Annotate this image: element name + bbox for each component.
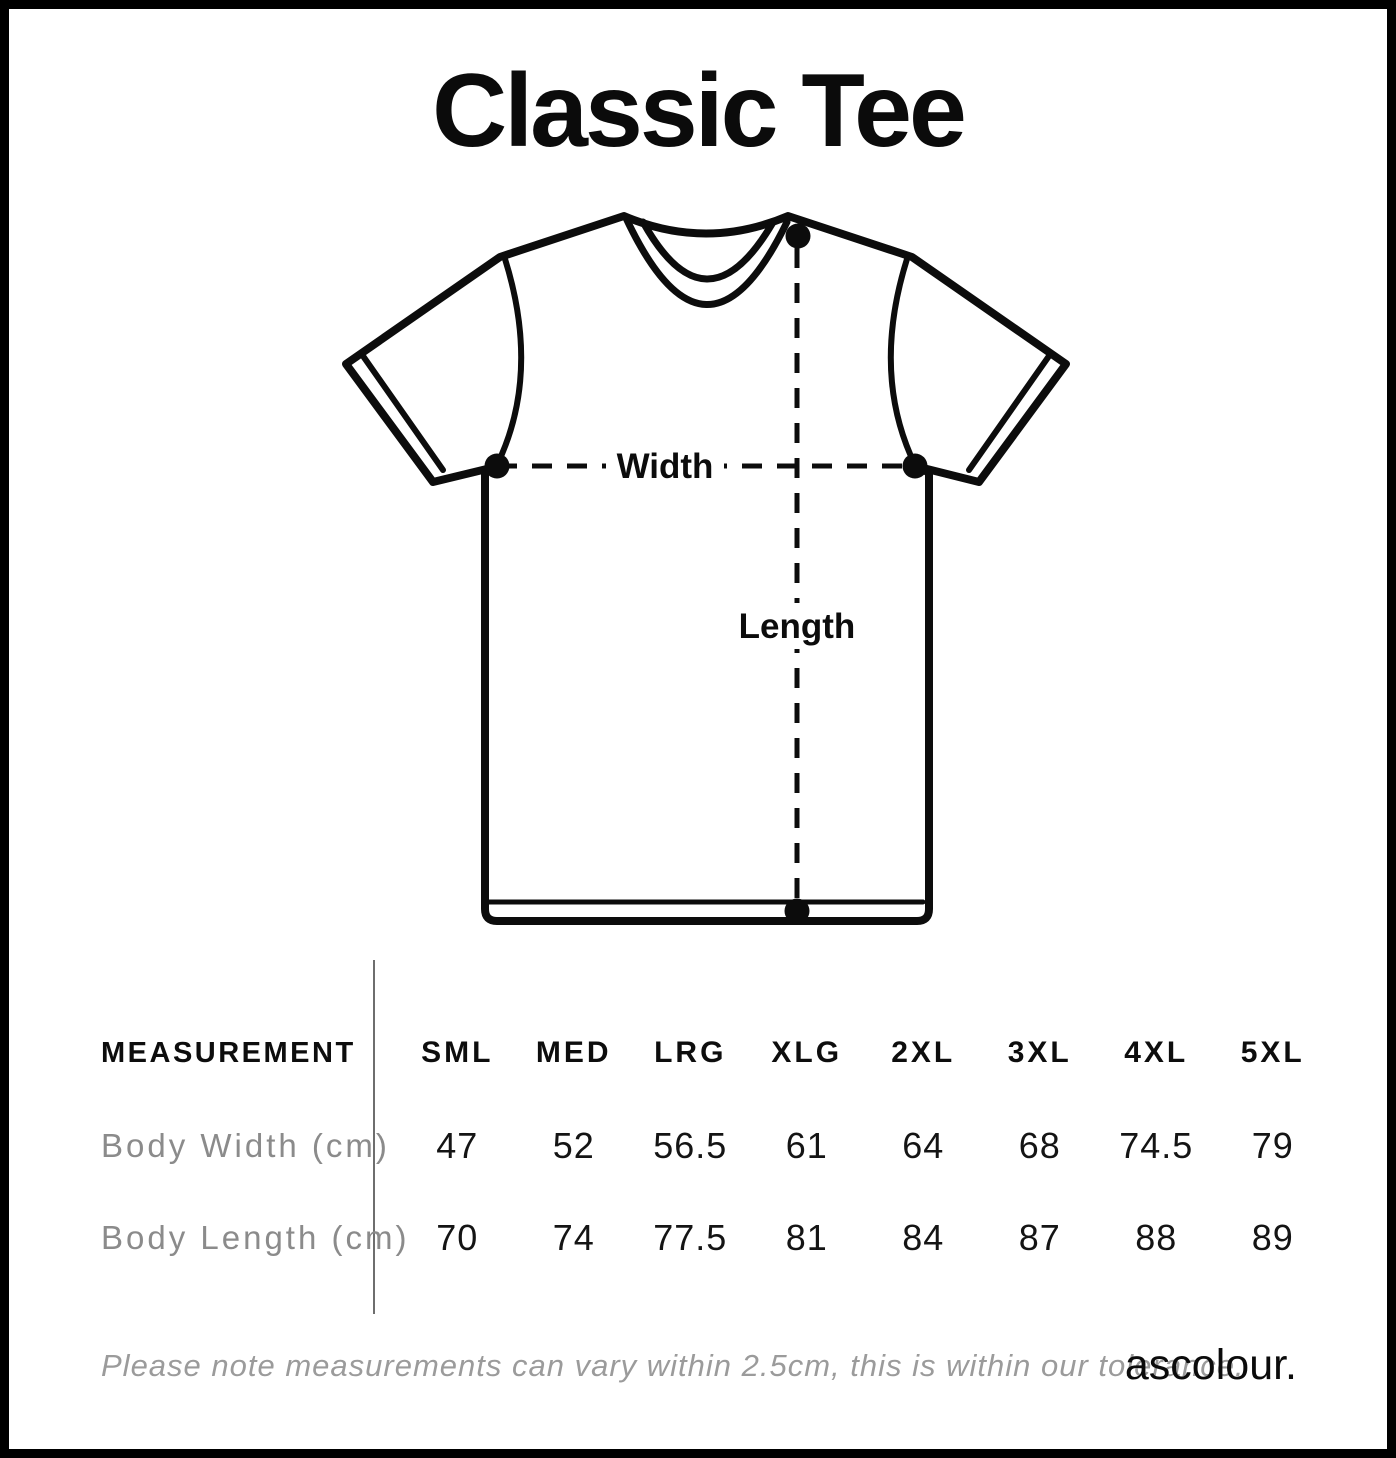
length-label-mask	[731, 603, 863, 649]
body-length-value: 89	[1251, 1217, 1294, 1258]
body-width-value: 64	[902, 1125, 945, 1166]
tolerance-note: Please note measurements can vary within…	[101, 1348, 1245, 1383]
body-length-value: 70	[436, 1217, 479, 1258]
size-column-header: LRG	[654, 1036, 727, 1069]
collar-band-seam	[639, 218, 776, 283]
collar-measure-dot	[785, 223, 811, 249]
body-length-value: 77.5	[653, 1217, 728, 1258]
left-underarm-measure-dot	[484, 453, 510, 479]
body-length-values-row: 70 74 77.5 81 84 87 88 89	[399, 1217, 1331, 1259]
width-label-mask	[606, 446, 724, 486]
size-column-header: 3XL	[1007, 1036, 1072, 1069]
table-divider-line	[373, 960, 375, 1314]
tee-outline	[342, 212, 1070, 925]
right-underarm-measure-dot	[902, 453, 928, 479]
body-length-value: 81	[785, 1217, 828, 1258]
collar-outer-arc	[622, 214, 791, 308]
size-column-header: 2XL	[891, 1036, 956, 1069]
measurement-column-header: MEASUREMENT	[101, 1037, 356, 1069]
hem-measure-dot	[784, 898, 810, 924]
body-width-row-label: Body Width (cm)	[101, 1127, 390, 1164]
body-width-value: 74.5	[1119, 1125, 1194, 1166]
left-cuff-seam	[360, 353, 446, 473]
body-width-values-row: 47 52 56.5 61 64 68 74.5 79	[399, 1125, 1331, 1167]
body-length-value: 88	[1135, 1217, 1178, 1258]
body-length-value: 84	[902, 1217, 945, 1258]
body-width-value: 56.5	[653, 1125, 728, 1166]
size-column-header: 5XL	[1240, 1036, 1305, 1069]
right-cuff-seam	[966, 353, 1052, 473]
right-armhole-seam	[887, 256, 918, 468]
length-label: Length	[739, 607, 856, 646]
body-width-value: 68	[1018, 1125, 1061, 1166]
left-armhole-seam	[494, 256, 525, 468]
body-length-value: 74	[552, 1217, 595, 1258]
brand-wordmark: ascolour.	[1124, 1341, 1297, 1389]
width-label: Width	[617, 447, 714, 486]
size-header-row: SML MED LRG XLG 2XL 3XL 4XL 5XL	[399, 1035, 1331, 1071]
size-column-header: SML	[421, 1036, 494, 1069]
body-length-value: 87	[1018, 1217, 1061, 1258]
body-width-value: 52	[552, 1125, 595, 1166]
body-width-value: 47	[436, 1125, 479, 1166]
size-column-header: 4XL	[1124, 1036, 1189, 1069]
body-width-value: 79	[1251, 1125, 1294, 1166]
body-width-value: 61	[785, 1125, 828, 1166]
body-length-row-label: Body Length (cm)	[101, 1219, 410, 1256]
size-column-header: MED	[535, 1036, 612, 1069]
page-title: Classic Tee	[432, 53, 967, 169]
size-column-header: XLG	[771, 1036, 843, 1069]
tee-measurement-diagram: Width Length	[342, 212, 1070, 925]
